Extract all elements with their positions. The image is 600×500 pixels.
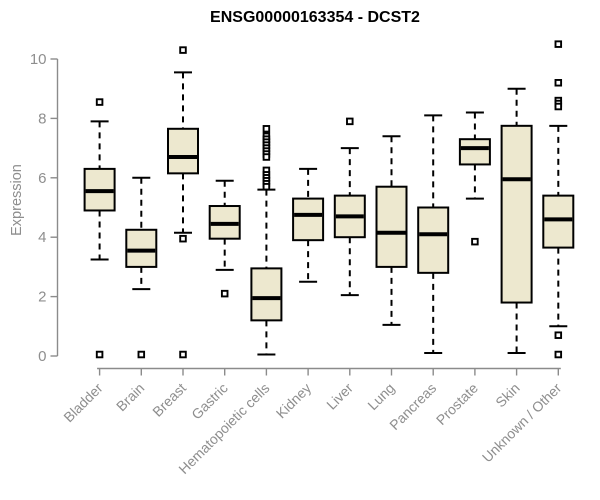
iqr-box [542,194,575,249]
outlier-point [554,102,563,111]
iqr-box [458,138,491,166]
x-tick-label-liver: Liver [323,380,356,413]
boxplot-unknown-other [542,40,575,359]
boxplot-skin [500,87,533,355]
outlier-point [346,117,354,126]
y-tick-label-10: 10 [30,51,47,68]
outlier-point [554,79,563,87]
iqr-box [292,197,325,242]
x-tick-label-bladder: Bladder [60,380,106,426]
outlier-point [137,350,146,359]
boxplot-brain [125,176,158,359]
x-tick-label-brain: Brain [113,380,147,414]
outlier-point [179,46,187,54]
outlier-point [95,98,104,106]
x-tick-label-prostate: Prostate [433,380,481,428]
outlier-point [554,331,563,339]
x-tick-label-skin: Skin [492,380,523,411]
y-tick-label-0: 0 [38,348,46,365]
x-tick-label-unknown-other: Unknown / Other [479,380,565,466]
boxplot-prostate [458,111,491,246]
boxplot-hematopoietic-cells [250,125,283,356]
outlier-point [262,182,271,191]
y-tick-label-4: 4 [38,229,46,246]
outlier-point [262,153,271,161]
iqr-box [250,267,283,322]
outlier-point [554,40,563,48]
iqr-box [500,124,533,304]
boxplot-breast [167,46,199,359]
x-tick-label-kidney: Kidney [273,380,315,422]
outlier-point [220,289,229,298]
boxplot-gastric [208,179,241,298]
boxplot-kidney [292,167,325,283]
outlier-point [179,350,187,359]
y-axis-title: Expression [9,164,25,236]
outlier-point [179,234,187,243]
outlier-point [95,350,104,359]
x-tick-label-breast: Breast [149,380,189,420]
outlier-point [471,237,479,246]
outlier-point [554,350,563,359]
chart-title: ENSG00000163354 - DCST2 [210,9,420,26]
iqr-box [375,185,408,268]
boxplot-bladder [83,98,116,359]
iqr-box [167,127,199,175]
boxplot-liver [333,117,366,297]
iqr-box [125,228,158,268]
iqr-box [417,206,450,274]
x-tick-label-lung: Lung [364,380,397,413]
boxplot-lung [375,135,408,326]
outlier-point [262,125,271,133]
boxplot-pancreas [417,114,450,355]
y-tick-label-2: 2 [38,289,46,306]
y-tick-label-8: 8 [38,110,46,127]
y-tick-label-6: 6 [38,170,46,187]
